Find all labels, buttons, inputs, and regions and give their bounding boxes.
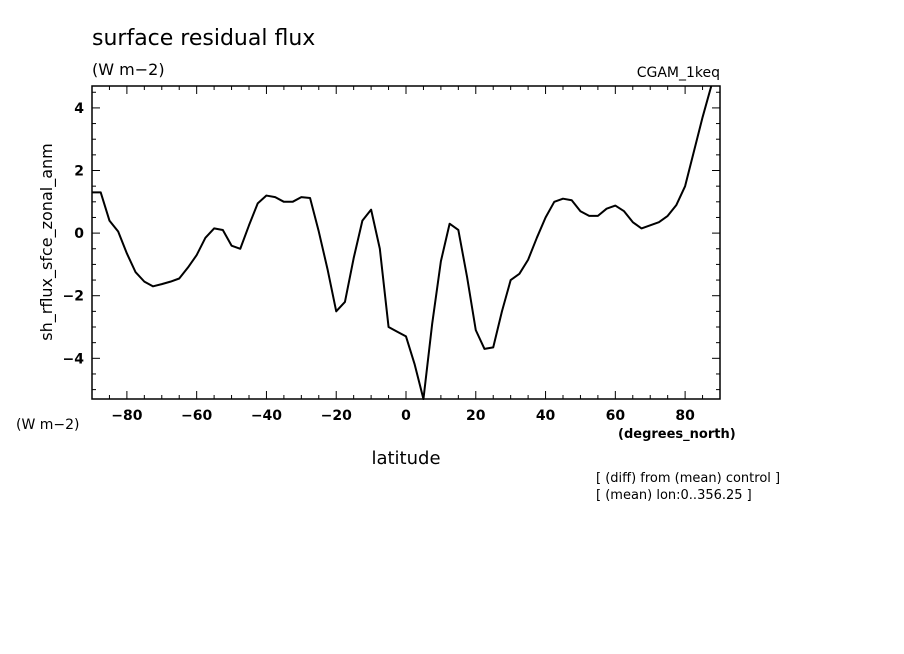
x-tick-label: −60 — [181, 408, 212, 424]
x-tick-label: 20 — [466, 408, 486, 424]
x-tick-label: 0 — [401, 408, 411, 424]
x-tick-label: 80 — [675, 408, 695, 424]
note-mean: [ (mean) lon:0..356.25 ] — [596, 488, 752, 503]
plot-frame — [91, 85, 721, 400]
y-tick-label: 2 — [74, 164, 84, 180]
x-axis: −80 −60 −40 −20 0 20 40 60 80 — [91, 86, 721, 424]
x-tick-label: −80 — [111, 408, 142, 424]
chart-title: surface residual flux — [92, 26, 315, 51]
y-axis-label: sh_rflux_sfce_zonal_anm — [37, 143, 57, 340]
y-axis: −4 −2 0 2 4 — [63, 91, 720, 391]
y-tick-label: −2 — [63, 289, 84, 305]
x-axis-units: (degrees_north) — [618, 427, 736, 442]
model-label: CGAM_1keq — [637, 65, 720, 81]
y-tick-label: 0 — [74, 226, 84, 242]
x-tick-label: −20 — [321, 408, 352, 424]
x-tick-label: −40 — [251, 408, 282, 424]
note-diff: [ (diff) from (mean) control ] — [596, 471, 780, 486]
y-tick-label: −4 — [63, 351, 85, 367]
y-axis-units: (W m−2) — [16, 417, 80, 433]
x-tick-label: 60 — [606, 408, 626, 424]
x-axis-label: latitude — [371, 448, 440, 469]
chart-title-units: (W m−2) — [92, 60, 165, 79]
x-tick-label: 40 — [536, 408, 556, 424]
y-tick-label: 4 — [74, 101, 84, 117]
series-line — [92, 85, 713, 400]
